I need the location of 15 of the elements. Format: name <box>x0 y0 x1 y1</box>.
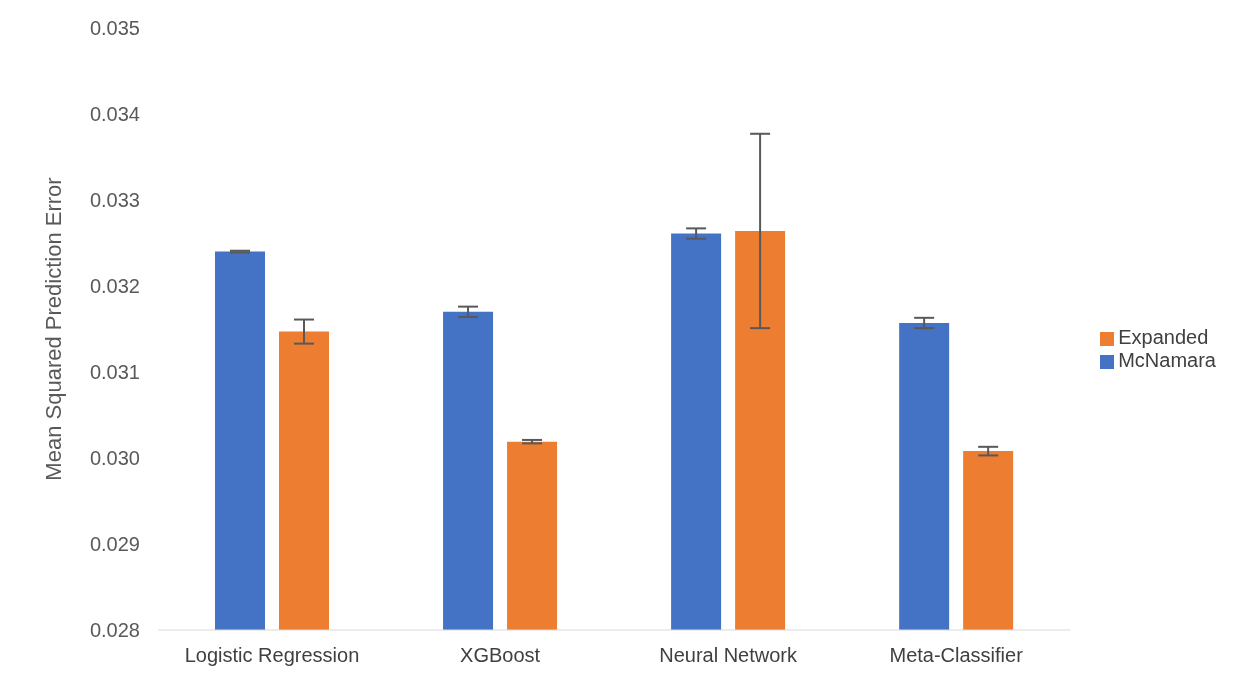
y-axis-title: Mean Squared Prediction Error <box>40 177 66 481</box>
y-tick-label: 0.030 <box>89 447 140 470</box>
legend-label: McNamara <box>1118 349 1216 371</box>
y-tick-label: 0.031 <box>89 361 140 384</box>
y-tick-label: 0.034 <box>89 103 140 126</box>
x-tick-label: Neural Network <box>659 644 799 667</box>
y-tick-label: 0.032 <box>89 275 140 298</box>
y-tick-label: 0.033 <box>89 189 140 212</box>
x-tick-label: Logistic Regression <box>184 644 360 667</box>
y-tick-label: 0.029 <box>89 533 140 556</box>
x-tick-label: XGBoost <box>460 644 541 667</box>
y-tick-label: 0.035 <box>89 17 140 40</box>
y-tick-label: 0.028 <box>89 619 140 642</box>
legend-label: Expanded <box>1118 326 1209 348</box>
x-tick-label: Meta-Classifier <box>889 644 1024 667</box>
